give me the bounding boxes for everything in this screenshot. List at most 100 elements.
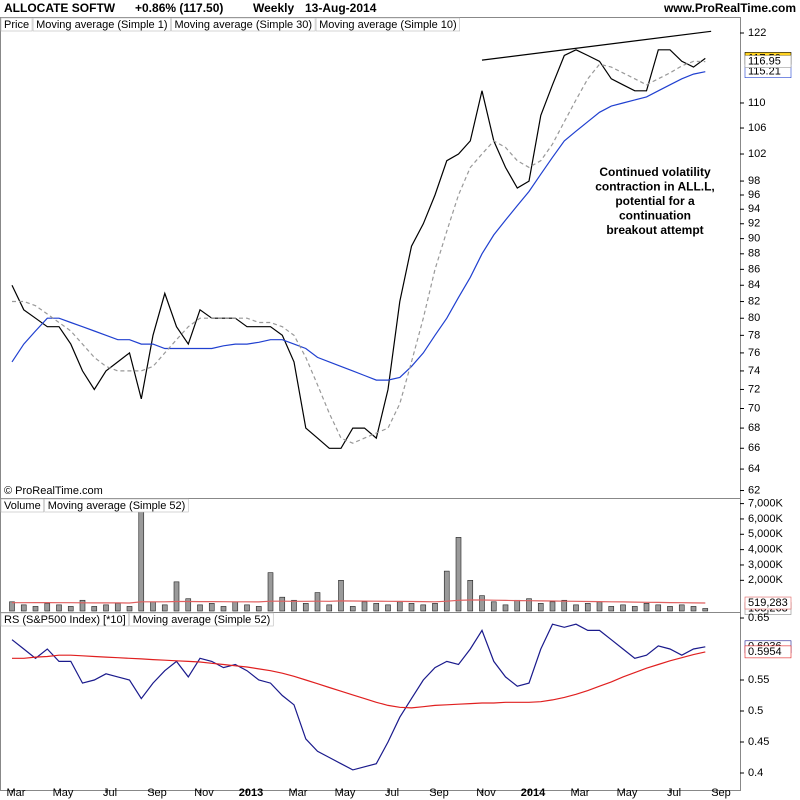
last-value-label: 116.95 — [748, 55, 781, 67]
annotation: Continued volatility — [599, 165, 711, 179]
series-line — [11, 71, 706, 381]
volume-bar — [408, 603, 415, 612]
last-value-label: 115.21 — [748, 66, 781, 78]
volume-bar — [185, 598, 192, 612]
volume-bar — [396, 601, 403, 612]
volume-bar — [32, 606, 39, 612]
plot — [9, 503, 709, 612]
annotation: potential for a — [615, 194, 695, 208]
trendline — [481, 30, 712, 61]
y-tick-label: 106 — [748, 122, 766, 134]
y-tick-label: 64 — [748, 463, 760, 475]
y-tick-label: 62 — [748, 484, 760, 496]
x-tick-label: Nov — [476, 787, 496, 799]
volume-bar — [220, 606, 227, 612]
volume-bar — [455, 537, 462, 612]
series-line — [12, 599, 706, 604]
x-tick-label: Jul — [667, 787, 681, 799]
y-tick-label: 70 — [748, 402, 760, 414]
volume-bar — [232, 601, 239, 612]
y-tick-label: 6,000K — [748, 513, 784, 525]
volume-bar — [573, 604, 579, 612]
volume-bar — [44, 603, 51, 612]
credit: © ProRealTime.com — [4, 485, 103, 497]
x-tick-label: May — [53, 787, 74, 799]
legend-box — [32, 17, 171, 32]
y-tick-label: 0.45 — [748, 736, 769, 748]
volume-bar — [9, 601, 15, 612]
volume-bar — [103, 604, 109, 612]
volume-bar — [244, 604, 250, 612]
x-tick-label: May — [617, 787, 638, 799]
volume-bar — [150, 601, 156, 612]
volume-bar — [502, 604, 509, 612]
legend-label: RS (S&P500 Index) [*10] — [4, 614, 126, 626]
y-tick-label: 78 — [748, 329, 760, 341]
volume-bar — [690, 606, 697, 612]
volume-bar — [608, 606, 615, 612]
series-line — [11, 49, 706, 449]
series-line — [12, 651, 706, 709]
volume-bar — [479, 595, 485, 612]
volume-bar — [514, 599, 521, 612]
volume-bar — [549, 601, 556, 612]
y-tick-label: 66 — [748, 442, 760, 454]
legend-box — [0, 498, 45, 513]
volume-bar — [361, 601, 368, 612]
plot — [11, 623, 706, 771]
y-tick-label: 122 — [748, 27, 766, 39]
last-value-box — [744, 596, 792, 610]
legend-label: Volume — [4, 500, 41, 512]
panel-frame — [0, 498, 741, 613]
y-tick-label: 2,000K — [748, 574, 784, 586]
volume-bar — [526, 598, 532, 612]
volume-bar — [643, 603, 650, 612]
volume-bar — [667, 606, 673, 612]
change: +0.86% (117.50) — [135, 1, 223, 15]
last-value-label: 0.5954 — [748, 646, 782, 658]
volume-bar — [255, 606, 262, 612]
x-tick-label: Sep — [147, 787, 167, 799]
volume-bar — [338, 580, 344, 612]
y-tick-label: 72 — [748, 383, 760, 395]
legend-label: Moving average (Simple 10) — [319, 19, 457, 31]
series-line — [11, 623, 706, 771]
volume-bar — [373, 603, 380, 612]
volume-bar — [79, 599, 86, 612]
legend-label: Price — [4, 19, 29, 31]
legend-label: Moving average (Simple 1) — [36, 19, 167, 31]
annotation: continuation — [619, 209, 691, 223]
period: Weekly — [253, 1, 294, 15]
volume-bar — [678, 604, 685, 612]
last-value-box — [744, 55, 792, 68]
volume-bar — [420, 604, 427, 612]
legend-box — [129, 612, 274, 627]
x-tick-label: May — [335, 787, 356, 799]
volume-bar — [173, 581, 180, 612]
volume-bar — [197, 604, 203, 612]
volume-bar — [291, 599, 297, 612]
source: www.ProRealTime.com — [663, 1, 796, 15]
legend-box — [171, 17, 316, 32]
y-tick-label: 98 — [748, 175, 760, 187]
last-value-box — [744, 645, 792, 659]
volume-bar — [620, 604, 626, 612]
annotation: contraction in ALL.L, — [595, 180, 715, 194]
x-tick-label: 2014 — [521, 787, 546, 799]
annotation: breakout attempt — [606, 223, 703, 237]
y-tick-label: 102 — [748, 148, 766, 160]
volume-bar — [114, 603, 121, 612]
y-tick-label: 96 — [748, 189, 760, 201]
x-tick-label: Jul — [385, 787, 399, 799]
y-tick-label: 90 — [748, 233, 760, 245]
legend-box — [0, 612, 129, 627]
volume-bar — [138, 503, 145, 612]
legend-label: Moving average (Simple 30) — [175, 19, 313, 31]
legend-box — [0, 17, 33, 32]
y-tick-label: 7,000K — [748, 498, 784, 510]
volume-bar — [443, 570, 450, 612]
y-tick-label: 0.4 — [748, 767, 763, 779]
y-tick-label: 94 — [748, 203, 760, 215]
volume-bar — [432, 603, 438, 612]
